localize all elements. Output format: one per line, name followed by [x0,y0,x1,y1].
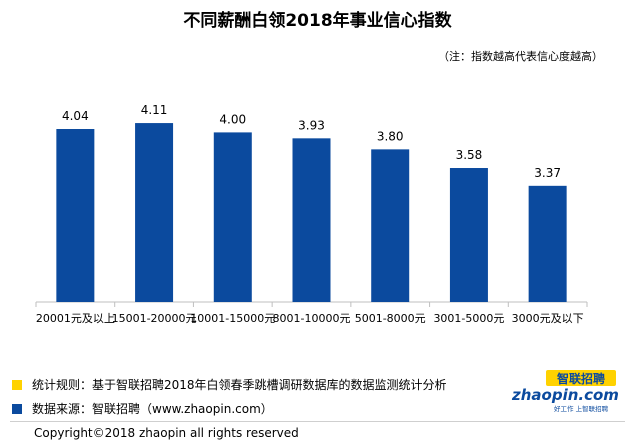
legend-swatch-rule [12,379,22,390]
legend-item-rule: 统计规则：基于智联招聘2018年白领春季跳槽调研数据库的数据监测统计分析 [12,376,447,393]
legend-swatch-source [12,403,22,414]
svg-text:zhaopin.com: zhaopin.com [511,386,618,404]
data-label-4: 3.80 [377,129,404,143]
data-label-3: 3.93 [298,118,325,132]
data-label-5: 3.58 [456,148,483,162]
bar-chart: 4.04 20001元及以上 4.11 15001-20000元 4.00 10001-1… [35,103,588,325]
category-label-0: 20001元及以上 [36,312,115,325]
svg-text:好工作 上智联招聘: 好工作 上智联招聘 [554,404,609,413]
zhaopin-logo: 智联招聘 zhaopin.com 好工作 上智联招聘 [511,370,618,413]
chart-title: 不同薪酬白领2018年事业信心指数 [183,11,452,31]
legend-item-source: 数据来源：智联招聘（www.zhaopin.com） [12,400,273,417]
category-label-5: 3001-5000元 [433,312,504,325]
logo-mark: 智联招聘 zhaopin.com 好工作 上智联招聘 [511,370,618,413]
copyright-text: Copyright©2018 zhaopin all rights reserv… [34,426,299,440]
bar-4 [371,149,410,302]
bar-6 [528,185,567,302]
chart-note: （注：指数越高代表信心度越高） [438,50,603,63]
bar-5 [449,168,488,302]
svg-text:智联招聘: 智联招聘 [556,371,605,386]
category-label-6: 3000元及以下 [512,312,584,325]
category-label-1: 15001-20000元 [112,312,197,325]
data-label-0: 4.04 [62,109,89,123]
data-label-2: 4.00 [219,112,246,126]
footer-divider [10,421,625,422]
bar-2 [213,132,252,302]
bar-3 [292,138,331,302]
legend-text-source: 数据来源：智联招聘（www.zhaopin.com） [32,402,273,416]
bar-0 [56,129,95,302]
legend-text-rule: 统计规则：基于智联招聘2018年白领春季跳槽调研数据库的数据监测统计分析 [32,378,447,392]
data-label-1: 4.11 [141,103,168,117]
bar-1 [135,123,174,303]
category-label-4: 5001-8000元 [355,312,426,325]
category-label-2: 10001-15000元 [190,312,275,325]
category-label-3: 8001-10000元 [273,312,351,325]
data-label-6: 3.37 [534,166,561,180]
